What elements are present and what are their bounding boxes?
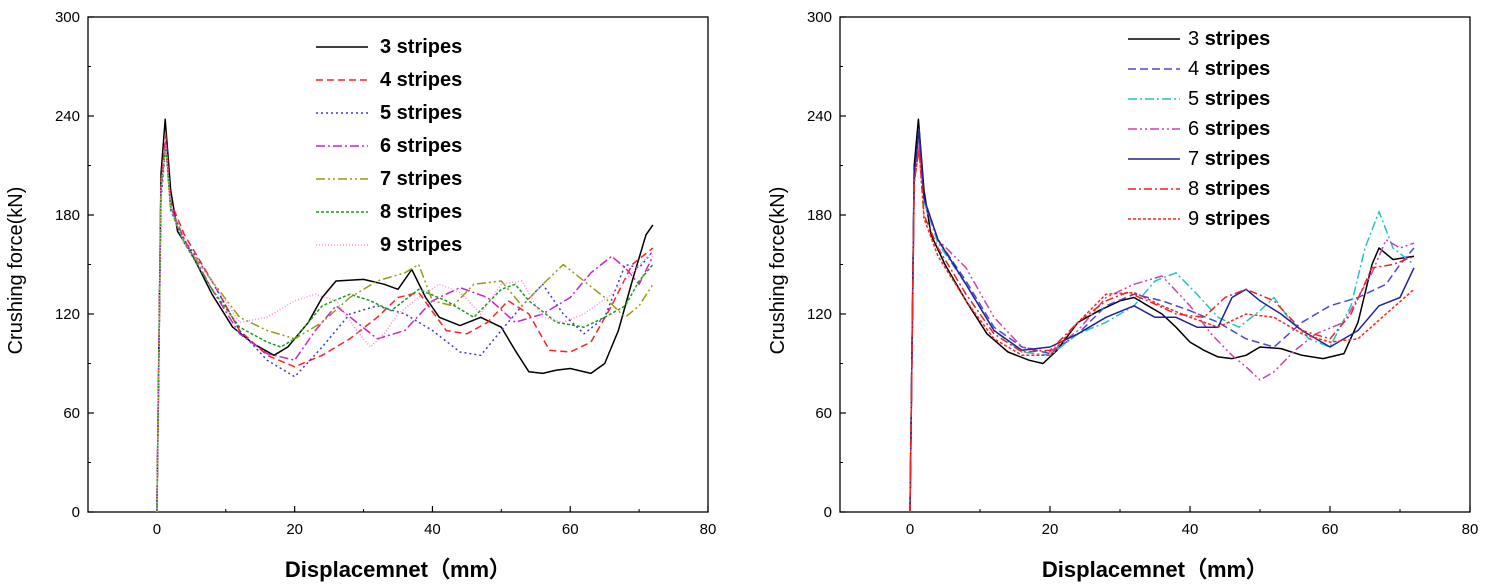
y-tick-label: 120 [55, 306, 80, 323]
series-line-6-stripes [156, 140, 654, 513]
series-line-8-stripes [156, 144, 654, 513]
legend-label: 6 stripes [1188, 118, 1270, 140]
series-line-4-stripes [156, 135, 654, 513]
legend-label-word: stripes [1205, 118, 1271, 140]
series-line-6-stripes [909, 140, 1415, 513]
y-tick-label: 180 [55, 207, 80, 224]
legend-label-number: 5 [1188, 88, 1205, 110]
series-line-3-stripes [909, 118, 1415, 513]
x-tick-label: 0 [906, 521, 914, 538]
x-tick-label: 20 [1042, 521, 1059, 538]
x-tick-label: 80 [700, 521, 717, 538]
chart-right: 0 20 40 60 80 0 60 120 180 240 300 Displacemnet（mm）… [767, 9, 1478, 582]
plot-frame [839, 16, 1471, 513]
series-line-5-stripes [156, 144, 654, 513]
y-tick-label: 180 [807, 207, 832, 224]
series-line-3-stripes [156, 118, 654, 513]
legend-label: 4 stripes [380, 69, 462, 91]
legend-label: 7 stripes [1188, 148, 1270, 170]
x-tick-label: 60 [562, 521, 579, 538]
legend-label-number: 9 [1188, 208, 1205, 230]
y-tick-label: 0 [824, 504, 832, 521]
legend-label: 3 stripes [380, 36, 462, 58]
y-tick-label: 240 [55, 108, 80, 125]
series-line-9-stripes [909, 148, 1415, 513]
legend-label: 6 stripes [380, 135, 462, 157]
legend-label-number: 4 [1188, 58, 1205, 80]
y-tick-label: 60 [815, 405, 832, 422]
legend-label: 8 stripes [380, 201, 462, 223]
y-tick-label: 300 [55, 9, 80, 26]
legend-label-number: 7 [1188, 148, 1205, 170]
legend-label: 5 stripes [380, 102, 462, 124]
legend-label-word: stripes [1205, 88, 1271, 110]
y-axis-label: Crushing force(kN) [5, 187, 27, 355]
legend-label-word: stripes [1205, 208, 1271, 230]
plot-frame [87, 16, 709, 513]
y-tick-label: 240 [807, 108, 832, 125]
x-tick-label: 80 [1462, 521, 1479, 538]
legend-label-number: 8 [1188, 178, 1205, 200]
x-tick-label: 0 [153, 521, 161, 538]
x-axis-label: Displacemnet（mm） [285, 557, 511, 582]
legend-label: 9 stripes [380, 234, 462, 256]
legend-label-word: stripes [1205, 28, 1271, 50]
y-tick-label: 300 [807, 9, 832, 26]
y-tick-label: 60 [63, 405, 80, 422]
legend-label-number: 3 [1188, 28, 1205, 50]
series-line-5-stripes [909, 135, 1415, 513]
y-tick-label: 120 [807, 306, 832, 323]
x-tick-label: 60 [1322, 521, 1339, 538]
legend-label: 4 stripes [1188, 58, 1270, 80]
x-tick-label: 40 [1182, 521, 1199, 538]
y-axis-label: Crushing force(kN) [767, 187, 789, 355]
series-line-7-stripes [909, 128, 1415, 513]
x-tick-label: 20 [286, 521, 303, 538]
legend-label-number: 6 [1188, 118, 1205, 140]
legend-label-word: stripes [1205, 148, 1271, 170]
y-tick-label: 0 [72, 504, 80, 521]
legend-label: 8 stripes [1188, 178, 1270, 200]
legend-label-word: stripes [1205, 178, 1271, 200]
legend-label: 7 stripes [380, 168, 462, 190]
legend-label: 3 stripes [1188, 28, 1270, 50]
legend-label: 9 stripes [1188, 208, 1270, 230]
series-line-8-stripes [909, 148, 1415, 513]
legend-label: 5 stripes [1188, 88, 1270, 110]
x-tick-label: 40 [424, 521, 441, 538]
x-axis-label: Displacemnet（mm） [1042, 557, 1268, 582]
legend-label-word: stripes [1205, 58, 1271, 80]
chart-left: 0 20 40 60 80 0 60 120 180 240 300 Displacemnet（mm）… [5, 9, 716, 582]
